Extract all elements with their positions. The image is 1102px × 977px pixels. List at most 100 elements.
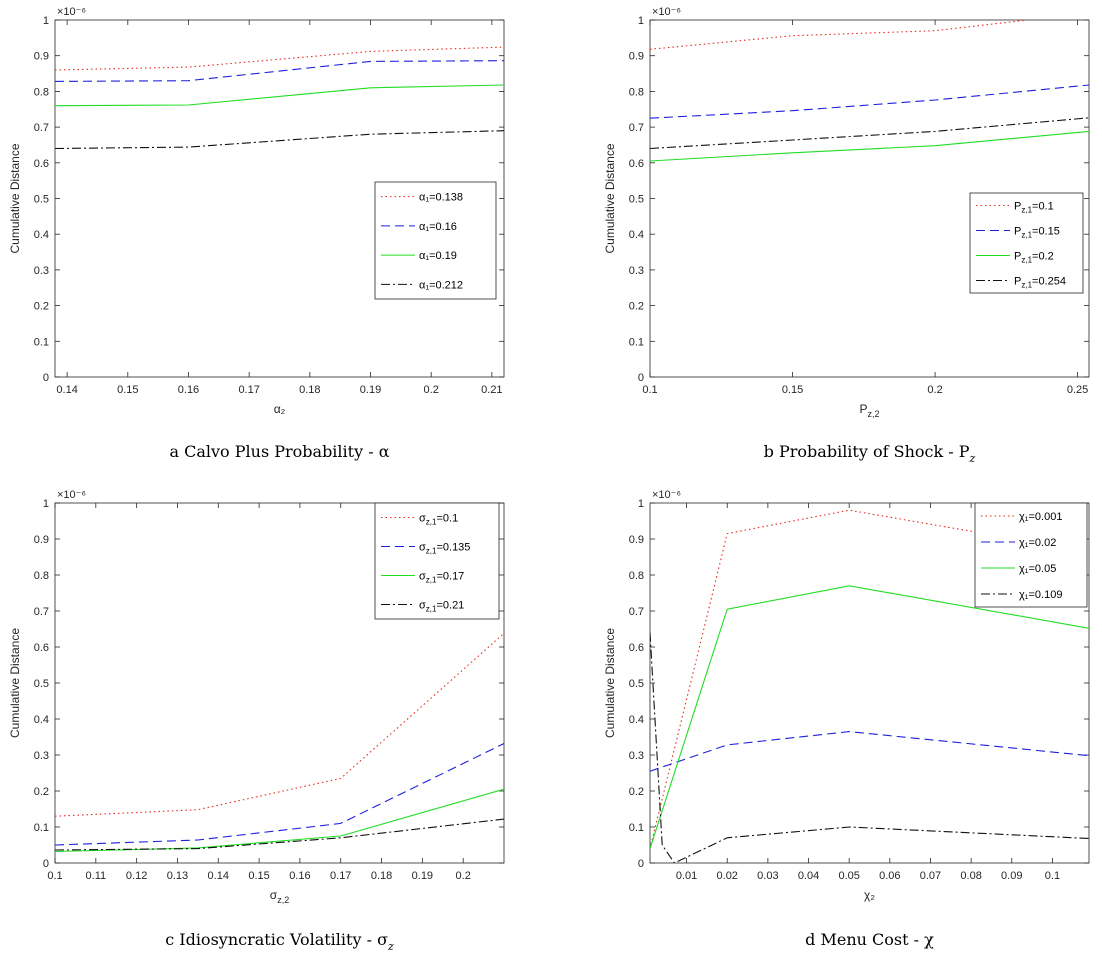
y-tick-label: 0 [43, 858, 49, 870]
y-tick-label: 0.2 [34, 786, 49, 798]
y-tick-label: 0.7 [34, 606, 49, 618]
x-tick-label: 0.14 [56, 384, 77, 396]
x-tick-label: 0.18 [371, 870, 392, 882]
series-line-4 [650, 632, 1089, 863]
legend-entry-subscript: z,1 [1021, 206, 1032, 215]
x-tick-label: 0.19 [412, 870, 433, 882]
y-tick-label: 0.9 [629, 51, 644, 63]
legend-entry-label: Pz,1=0.2 [1014, 251, 1054, 265]
series-line-1 [55, 46, 504, 71]
y-tick-label: 0.5 [629, 678, 644, 690]
x-tick-label: 0.09 [1001, 870, 1022, 882]
legend-entry-label: α₁=0.16 [419, 221, 457, 233]
legend-entry-subscript: z,1 [426, 576, 437, 585]
x-tick-label: 0.04 [798, 870, 819, 882]
x-axis-label-subscript: z,2 [868, 409, 880, 419]
x-tick-label: 0.2 [927, 384, 942, 396]
panel-caption: c Idiosyncratic Volatility - σz [165, 930, 394, 953]
series-line-4 [55, 818, 504, 851]
y-tick-label: 0.6 [34, 642, 49, 654]
chart-panel-c: 00.10.20.30.40.50.60.70.80.910.1 0.11 0.12… [8, 489, 505, 953]
y-tick-label: 1 [638, 15, 644, 27]
legend-entry-label: Pz,1=0.1 [1014, 201, 1054, 215]
x-tick-label: 0.18 [299, 384, 320, 396]
legend-entry-value: =0.15 [1032, 226, 1060, 238]
x-axis-label: α₂ [274, 402, 286, 416]
y-tick-label: 0.8 [629, 570, 644, 582]
x-axis-label: σz,2 [270, 888, 289, 905]
y-tick-label: 0.9 [629, 534, 644, 546]
x-tick-label: 0.06 [879, 870, 900, 882]
axis-exponent-label: ×10⁻⁶ [57, 6, 86, 18]
x-tick-label: 0.1 [47, 870, 62, 882]
legend-entry-subscript: z,1 [426, 547, 437, 556]
legend-entry-label: α₁=0.212 [419, 279, 463, 291]
x-tick-label: 0.17 [238, 384, 259, 396]
y-tick-label: 0.3 [629, 750, 644, 762]
y-tick-label: 0.6 [629, 158, 644, 170]
y-tick-label: 0.8 [629, 86, 644, 98]
x-tick-label: 0.1 [1045, 870, 1060, 882]
legend-box [374, 181, 497, 300]
panel-caption: d Menu Cost - χ [805, 930, 934, 949]
x-axis-label: Pz,2 [859, 402, 879, 419]
y-tick-label: 0.3 [34, 750, 49, 762]
chart-panel-d: 0 0.1 0.2 0.3 0.4 0.5 0.6 0.7 0.8 0.9 1 0.01 0.02 0.0… [603, 489, 1090, 949]
legend-entry-subscript: z,1 [426, 605, 437, 614]
y-tick-label: 0 [638, 372, 644, 384]
x-tick-label: 0.13 [167, 870, 188, 882]
y-tick-label: 0.8 [34, 86, 49, 98]
legend-entry-label: χ₁=0.109 [1019, 589, 1062, 601]
series-line-3 [650, 585, 1089, 849]
x-tick-label: 0.14 [208, 870, 229, 882]
series-line-2 [650, 731, 1089, 772]
x-tick-label: 0.2 [424, 384, 439, 396]
axis-exponent-label: ×10⁻⁶ [652, 489, 681, 501]
y-tick-label: 0.3 [629, 265, 644, 277]
x-tick-label: 0.07 [920, 870, 941, 882]
series-group [650, 509, 1089, 863]
y-tick-label: 0.1 [629, 336, 644, 348]
series-line-1 [650, 509, 1089, 849]
panel-caption-subscript: z [387, 940, 394, 953]
series-group [55, 632, 504, 853]
y-tick-label: 0.5 [34, 678, 49, 690]
y-axis-label: Cumulative Distance [8, 628, 22, 738]
y-tick-label: 1 [43, 15, 49, 27]
legend-box [969, 192, 1084, 294]
legend-entry-label: χ₁=0.02 [1019, 537, 1056, 549]
series-group [55, 46, 504, 150]
legend-entry-subscript: z,1 [1021, 281, 1032, 290]
y-tick-label: 0.4 [34, 714, 49, 726]
legend-entry-value: =0.135 [436, 542, 470, 554]
y-tick-label: 0.2 [629, 301, 644, 313]
x-tick-label: 0.21 [481, 384, 502, 396]
legend-entry-label: α₁=0.138 [419, 192, 463, 204]
y-tick-label: 0.9 [34, 51, 49, 63]
y-tick-label: 0.1 [34, 822, 49, 834]
y-tick-label: 0.5 [629, 194, 644, 206]
series-line-4 [55, 130, 504, 150]
y-tick-label: 0.4 [34, 229, 49, 241]
series-line-4 [650, 117, 1089, 150]
y-tick-label: 0 [43, 372, 49, 384]
legend: χ₁=0.001 χ₁=0.02 χ₁=0.05 χ₁=0.109 [974, 502, 1088, 608]
y-tick-label: 0.1 [629, 822, 644, 834]
y-tick-label: 0.2 [34, 301, 49, 313]
series-line-3 [55, 84, 504, 107]
series-line-1 [650, 20, 1033, 50]
series-line-2 [55, 743, 504, 846]
panel-caption-subscript: z [969, 452, 976, 465]
y-axis-label: Cumulative Distance [603, 143, 617, 253]
y-tick-label: 0.6 [34, 158, 49, 170]
panel-caption: a Calvo Plus Probability - α [169, 442, 389, 461]
chart-panel-a: 0 0.1 0.2 0.3 0.4 0.5 0.6 0.7 0.8 0.9 1 0.14 0.15 0.1… [8, 6, 505, 461]
y-tick-label: 0.7 [629, 606, 644, 618]
x-tick-label: 0.05 [838, 870, 859, 882]
x-tick-label: 0.15 [117, 384, 138, 396]
y-axis-label: Cumulative Distance [603, 628, 617, 738]
axis-exponent-label: ×10⁻⁶ [57, 489, 86, 501]
y-tick-label: 0.6 [629, 642, 644, 654]
y-tick-label: 1 [638, 498, 644, 510]
legend: α₁=0.138 α₁=0.16 α₁=0.19 α₁=0.212 [374, 181, 497, 300]
